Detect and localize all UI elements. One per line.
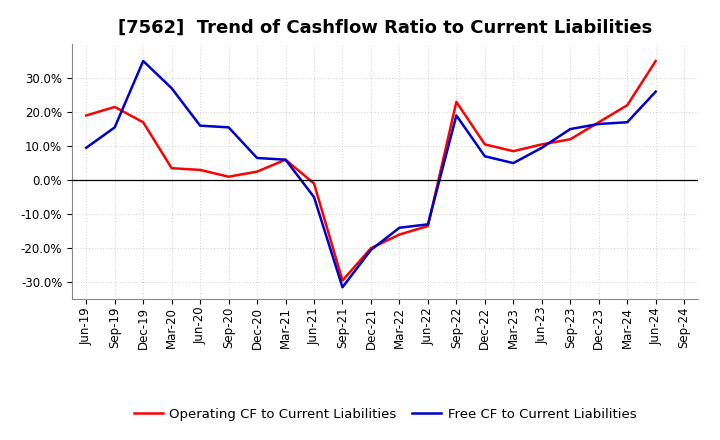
Operating CF to Current Liabilities bbox=[282, 157, 290, 162]
Free CF to Current Liabilities bbox=[623, 120, 631, 125]
Free CF to Current Liabilities bbox=[338, 285, 347, 290]
Operating CF to Current Liabilities bbox=[537, 142, 546, 147]
Operating CF to Current Liabilities bbox=[652, 59, 660, 64]
Operating CF to Current Liabilities bbox=[395, 232, 404, 237]
Operating CF to Current Liabilities bbox=[253, 169, 261, 174]
Operating CF to Current Liabilities bbox=[423, 224, 432, 229]
Operating CF to Current Liabilities bbox=[595, 120, 603, 125]
Title: [7562]  Trend of Cashflow Ratio to Current Liabilities: [7562] Trend of Cashflow Ratio to Curren… bbox=[118, 19, 652, 37]
Legend: Operating CF to Current Liabilities, Free CF to Current Liabilities: Operating CF to Current Liabilities, Fre… bbox=[128, 403, 642, 426]
Free CF to Current Liabilities bbox=[537, 145, 546, 150]
Free CF to Current Liabilities bbox=[139, 59, 148, 64]
Line: Free CF to Current Liabilities: Free CF to Current Liabilities bbox=[86, 61, 656, 287]
Operating CF to Current Liabilities bbox=[338, 278, 347, 283]
Free CF to Current Liabilities bbox=[225, 125, 233, 130]
Operating CF to Current Liabilities bbox=[110, 104, 119, 110]
Free CF to Current Liabilities bbox=[423, 222, 432, 227]
Operating CF to Current Liabilities bbox=[623, 103, 631, 108]
Free CF to Current Liabilities bbox=[167, 86, 176, 91]
Free CF to Current Liabilities bbox=[310, 194, 318, 200]
Operating CF to Current Liabilities bbox=[196, 167, 204, 172]
Operating CF to Current Liabilities bbox=[139, 120, 148, 125]
Line: Operating CF to Current Liabilities: Operating CF to Current Liabilities bbox=[86, 61, 656, 280]
Free CF to Current Liabilities bbox=[652, 89, 660, 94]
Free CF to Current Liabilities bbox=[253, 155, 261, 161]
Free CF to Current Liabilities bbox=[196, 123, 204, 128]
Free CF to Current Liabilities bbox=[282, 157, 290, 162]
Operating CF to Current Liabilities bbox=[82, 113, 91, 118]
Free CF to Current Liabilities bbox=[509, 161, 518, 166]
Operating CF to Current Liabilities bbox=[509, 149, 518, 154]
Free CF to Current Liabilities bbox=[566, 126, 575, 132]
Free CF to Current Liabilities bbox=[82, 145, 91, 150]
Operating CF to Current Liabilities bbox=[167, 165, 176, 171]
Operating CF to Current Liabilities bbox=[310, 181, 318, 186]
Operating CF to Current Liabilities bbox=[566, 137, 575, 142]
Operating CF to Current Liabilities bbox=[366, 246, 375, 251]
Operating CF to Current Liabilities bbox=[480, 142, 489, 147]
Operating CF to Current Liabilities bbox=[225, 174, 233, 180]
Free CF to Current Liabilities bbox=[366, 247, 375, 253]
Operating CF to Current Liabilities bbox=[452, 99, 461, 104]
Free CF to Current Liabilities bbox=[595, 121, 603, 127]
Free CF to Current Liabilities bbox=[480, 154, 489, 159]
Free CF to Current Liabilities bbox=[110, 125, 119, 130]
Free CF to Current Liabilities bbox=[395, 225, 404, 231]
Free CF to Current Liabilities bbox=[452, 113, 461, 118]
